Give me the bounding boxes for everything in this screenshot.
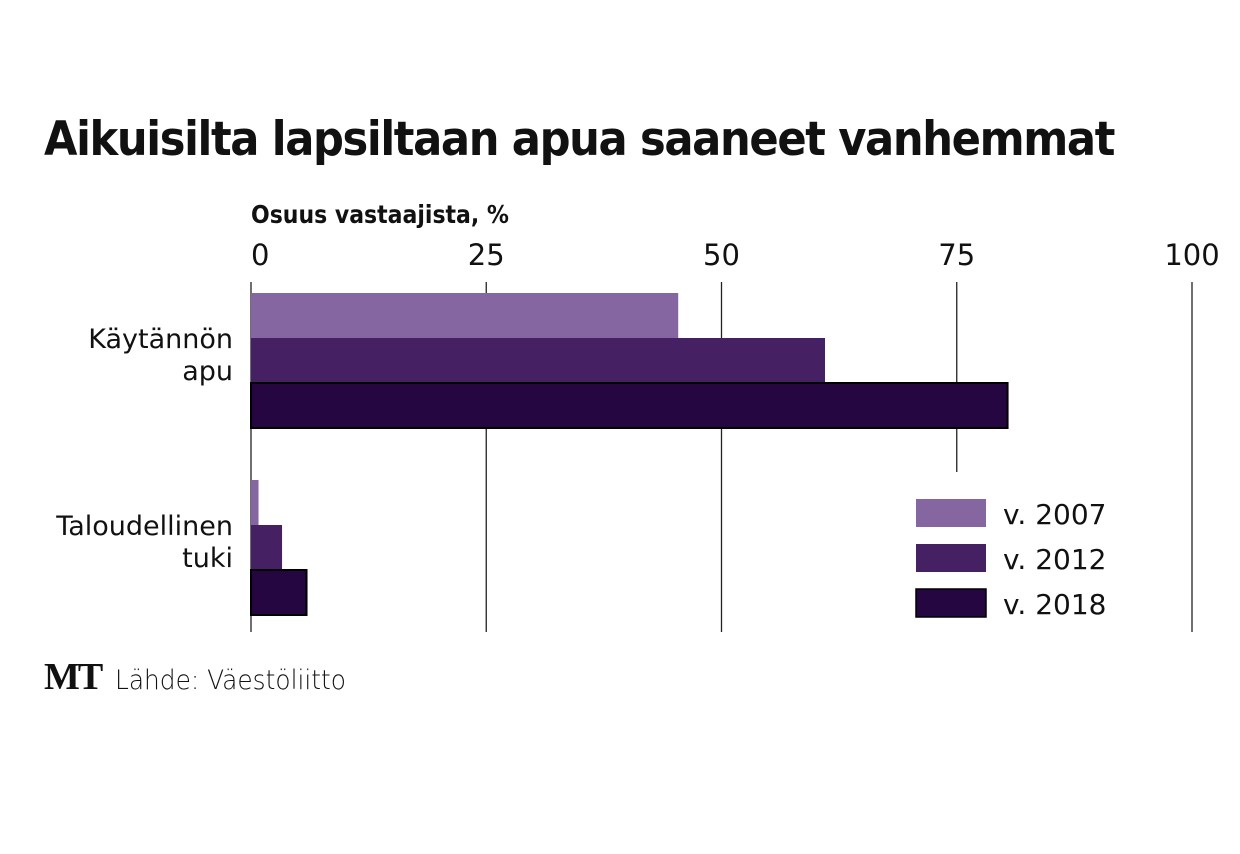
legend-label-2018: v. 2018: [1003, 588, 1106, 621]
legend-label-2012: v. 2012: [1003, 543, 1106, 576]
footer: MT Lähde: Väestöliitto: [44, 655, 366, 699]
category-label: Taloudellinen: [55, 511, 233, 542]
bar-2018-taloudellinen-tuki: [250, 569, 308, 616]
bar-2007-kaytannon-apu: [251, 293, 679, 338]
bar-2012-kaytannon-apu: [251, 338, 826, 383]
x-tick-label-25: 25: [468, 238, 505, 272]
x-tick-label-0: 0: [251, 238, 269, 272]
bar-2012-taloudellinen-tuki: [251, 525, 283, 570]
chart-title: Aikuisilta lapsiltaan apua saaneet vanhe…: [44, 112, 1115, 167]
mt-logo: MT: [44, 656, 103, 698]
x-tick-labels: 0 25 50 75 100: [251, 238, 1220, 272]
x-tick-label-75: 75: [938, 238, 975, 272]
legend-swatch-2012: [916, 544, 986, 572]
legend-swatch-2018: [915, 588, 987, 618]
bar-2007-taloudellinen-tuki: [251, 480, 259, 525]
category-label: tuki: [182, 543, 233, 574]
bars: [250, 293, 1009, 616]
x-tick-label-50: 50: [703, 238, 740, 272]
legend-swatch-2007: [916, 499, 986, 527]
legend: v. 2007 v. 2012 v. 2018: [915, 498, 1106, 621]
x-axis-label: Osuus vastaajista, %: [251, 200, 509, 229]
source-text: Lähde: Väestöliitto: [115, 665, 347, 696]
legend-label-2007: v. 2007: [1003, 498, 1106, 531]
category-label: apu: [182, 356, 233, 387]
category-label: Käytännön: [88, 324, 233, 355]
x-tick-label-100: 100: [1164, 238, 1219, 272]
bar-2018-kaytannon-apu: [250, 382, 1009, 429]
